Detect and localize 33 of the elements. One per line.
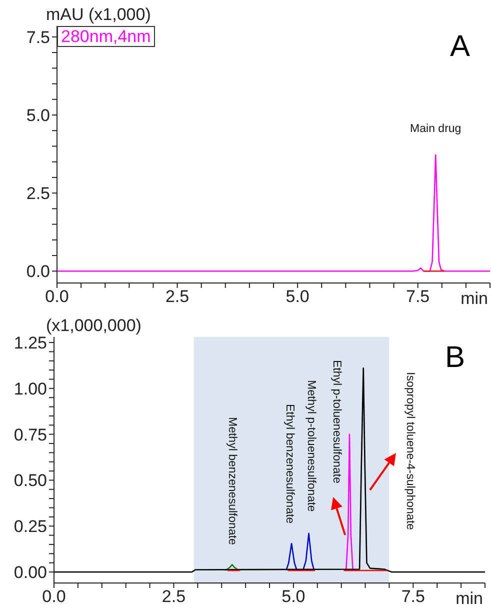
x-tick-label: 2.5 <box>165 287 190 306</box>
annotation: Ethyl benzenesulfonate <box>282 404 297 524</box>
y-tick-label: 1.00 <box>14 379 47 398</box>
x-tick-label: 0.0 <box>45 287 69 306</box>
x-tick-label: 5.0 <box>282 587 306 606</box>
x-tick-label: 2.5 <box>162 587 186 606</box>
x-tick-label: 7.5 <box>406 287 430 306</box>
y-axis-title: (x1,000,000) <box>46 316 142 336</box>
text: 280nm,4nm <box>61 27 151 46</box>
annotation: Isopropyl toluene-4-sulphonate <box>403 372 417 530</box>
y-tick-label: 0.25 <box>14 517 47 536</box>
x-axis-title: min <box>460 289 488 309</box>
y-tick-label: 0.00 <box>14 563 47 582</box>
annotation: Methyl benzenesulfonate <box>225 416 240 545</box>
annotation: Methyl p-toluenesulfonate <box>304 380 318 512</box>
annotation: A <box>450 30 470 64</box>
y-tick-label: 2.5 <box>26 184 50 204</box>
annotation: Ethyl p-toluenesulfonate <box>329 360 344 483</box>
y-axis-title: mAU (x1,000) <box>46 5 151 25</box>
y-tick-label: 7.5 <box>26 28 50 47</box>
x-tick-label: 7.5 <box>401 587 425 606</box>
y-tick-label: 0.50 <box>14 471 47 490</box>
y-tick-label: 0.0 <box>26 262 50 282</box>
y-tick-label: 0.75 <box>14 425 47 444</box>
line-series <box>57 154 490 272</box>
x-axis-title: min <box>456 589 483 609</box>
line-series <box>286 532 315 571</box>
x-tick-label: 5.0 <box>286 287 310 306</box>
y-tick-label: 5.0 <box>26 106 50 126</box>
y-tick-label: 1.25 <box>14 334 47 353</box>
annotation: B <box>444 341 465 375</box>
x-tick-label: 0.0 <box>42 587 66 606</box>
annotation: Main drug <box>409 122 462 135</box>
